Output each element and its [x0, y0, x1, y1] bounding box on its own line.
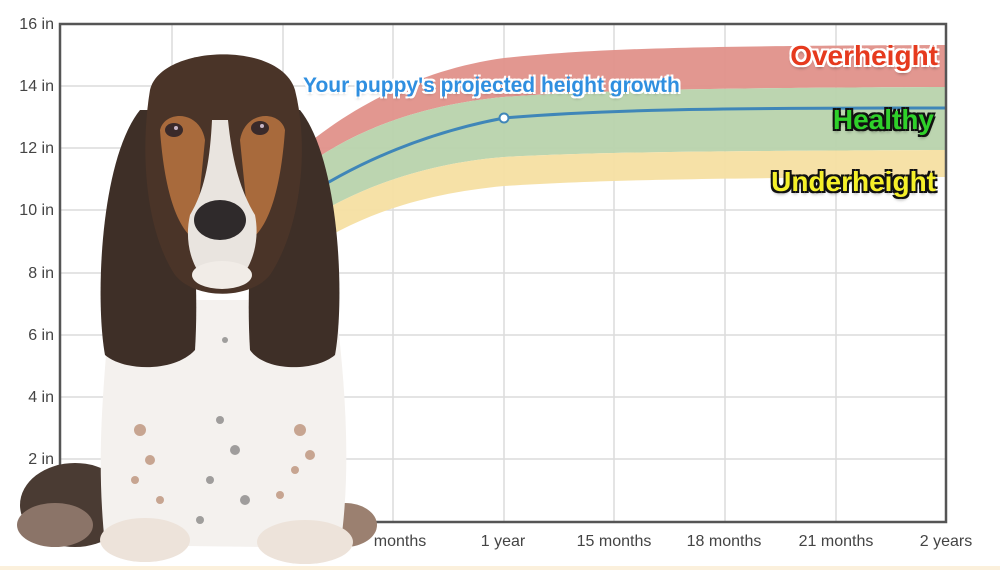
y-tick-4: 4 in [28, 389, 54, 406]
healthy-band [300, 87, 946, 225]
x-tick-18-months: 18 months [686, 533, 762, 550]
bottom-border-strip [0, 566, 1000, 570]
x-tick-1-year: 1 year [480, 533, 526, 550]
one-year-marker [498, 112, 510, 124]
basset-hound-puppy-image [17, 54, 377, 564]
underheight-band [300, 150, 946, 255]
x-tick-9-months: months [373, 533, 427, 550]
y-tick-16: 16 in [19, 16, 54, 33]
projected-growth-label: Your puppy's projected height growth [303, 74, 680, 97]
x-tick-2-years: 2 years [919, 533, 973, 550]
underheight-label: Underheight [771, 166, 936, 197]
healthy-label: Healthy [832, 104, 934, 135]
plot-frame [58, 22, 948, 524]
y-tick-10: 10 in [19, 202, 54, 219]
y-tick-14: 14 in [19, 78, 54, 95]
y-tick-8: 8 in [28, 265, 54, 282]
x-tick-15-months: 15 months [576, 533, 652, 550]
overheight-label: Overheight [790, 40, 938, 71]
projected-height-line [299, 106, 947, 202]
y-tick-2: 2 in [28, 451, 54, 468]
x-tick-21-months: 21 months [798, 533, 874, 550]
y-tick-6: 6 in [28, 327, 54, 344]
overheight-band [300, 45, 946, 170]
y-tick-12: 12 in [19, 140, 54, 157]
